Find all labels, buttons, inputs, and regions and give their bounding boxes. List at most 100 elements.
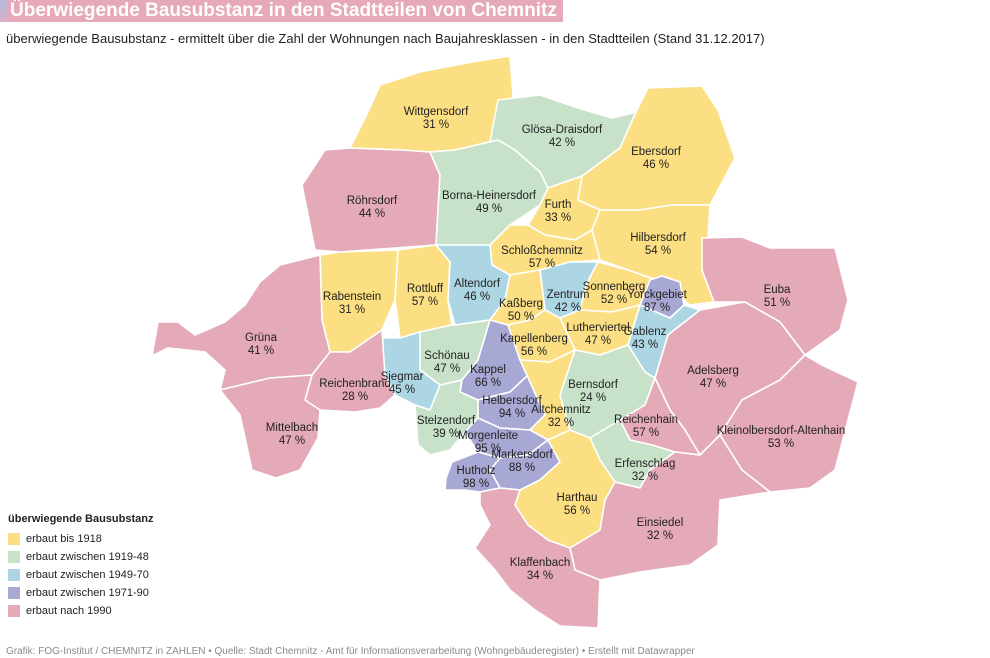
district-value-label: 46 %: [464, 291, 490, 303]
district-value-label: 45 %: [389, 384, 415, 396]
district-value-label: 54 %: [645, 245, 671, 257]
district-name-label: Yorckgebiet: [627, 289, 687, 301]
district-value-label: 57 %: [529, 258, 555, 270]
district-value-label: 47 %: [434, 363, 460, 375]
district-name-label: Hutholz: [457, 465, 496, 477]
district-name-label: Einsiedel: [637, 517, 684, 529]
legend-item: erbaut nach 1990: [8, 602, 153, 620]
district-name-label: Helbersdorf: [482, 395, 542, 407]
district-value-label: 44 %: [359, 208, 385, 220]
district-value-label: 66 %: [475, 377, 501, 389]
page-subtitle: überwiegende Bausubstanz - ermittelt übe…: [6, 31, 765, 46]
district-value-label: 49 %: [476, 203, 502, 215]
district-name-label: Siegmar: [381, 371, 424, 383]
district-name-label: Altendorf: [454, 278, 501, 290]
legend-swatch: [8, 587, 20, 599]
district-name-label: Gablenz: [624, 326, 667, 338]
legend-item: erbaut zwischen 1949-70: [8, 566, 153, 584]
district-gruena[interactable]: [150, 253, 331, 392]
district-value-label: 33 %: [545, 212, 571, 224]
district-name-label: Mittelbach: [266, 422, 318, 434]
district-value-label: 31 %: [339, 304, 365, 316]
title-accent: [0, 0, 8, 22]
district-value-label: 53 %: [768, 438, 794, 450]
district-name-label: Lutherviertel: [566, 322, 629, 334]
district-value-label: 57 %: [633, 427, 659, 439]
legend-label: erbaut nach 1990: [26, 605, 112, 617]
legend-swatch: [8, 533, 20, 545]
district-value-label: 24 %: [580, 392, 606, 404]
district-value-label: 46 %: [643, 159, 669, 171]
district-wittgensdorf[interactable]: [348, 55, 514, 153]
district-name-label: Furth: [545, 199, 572, 211]
district-name-label: Röhrsdorf: [347, 195, 398, 207]
district-shapes: [150, 55, 859, 629]
legend-item: erbaut zwischen 1971-90: [8, 584, 153, 602]
page-title: Überwiegende Bausubstanz in den Stadttei…: [8, 0, 563, 22]
district-value-label: 98 %: [463, 478, 489, 490]
district-value-label: 32 %: [548, 417, 574, 429]
district-value-label: 42 %: [549, 137, 575, 149]
district-name-label: Zentrum: [547, 289, 590, 301]
district-value-label: 56 %: [521, 346, 547, 358]
district-value-label: 94 %: [499, 408, 525, 420]
district-value-label: 51 %: [764, 297, 790, 309]
district-name-label: Klaffenbach: [510, 557, 571, 569]
legend-swatch: [8, 551, 20, 563]
district-name-label: Harthau: [557, 492, 598, 504]
district-name-label: Erfenschlag: [615, 458, 676, 470]
district-value-label: 57 %: [412, 296, 438, 308]
district-value-label: 56 %: [564, 505, 590, 517]
district-name-label: Kaßberg: [499, 298, 543, 310]
legend-label: erbaut zwischen 1949-70: [26, 569, 149, 581]
district-name-label: Adelsberg: [687, 365, 739, 377]
legend: überwiegende Bausubstanz erbaut bis 1918…: [8, 513, 153, 620]
district-name-label: Markersdorf: [491, 449, 553, 461]
district-value-label: 47 %: [700, 378, 726, 390]
district-name-label: Hilbersdorf: [630, 232, 686, 244]
district-name-label: Morgenleite: [458, 430, 518, 442]
district-name-label: Euba: [764, 284, 791, 296]
legend-item: erbaut zwischen 1919-48: [8, 548, 153, 566]
legend-swatch: [8, 569, 20, 581]
district-value-label: 32 %: [647, 530, 673, 542]
district-value-label: 42 %: [555, 302, 581, 314]
district-value-label: 95 %: [475, 443, 501, 455]
district-einsiedel[interactable]: [569, 433, 772, 581]
district-value-label: 52 %: [601, 294, 627, 306]
district-name-label: Sonnenberg: [583, 281, 646, 293]
district-name-label: Altchemnitz: [531, 404, 591, 416]
district-name-label: Kappel: [470, 364, 506, 376]
district-name-label: Schloßchemnitz: [501, 245, 583, 257]
district-name-label: Rottluff: [407, 283, 444, 295]
legend-label: erbaut zwischen 1919-48: [26, 551, 149, 563]
district-name-label: Bernsdorf: [568, 379, 619, 391]
district-name-label: Borna-Heinersdorf: [442, 190, 537, 202]
district-value-label: 43 %: [632, 339, 658, 351]
district-name-label: Ebersdorf: [631, 146, 682, 158]
legend-items: erbaut bis 1918 erbaut zwischen 1919-48 er…: [8, 530, 153, 620]
district-name-label: Kleinolbersdorf-Altenhain: [717, 425, 846, 437]
district-value-label: 47 %: [585, 335, 611, 347]
district-value-label: 34 %: [527, 570, 553, 582]
district-name-label: Glösa-Draisdorf: [522, 124, 603, 136]
legend-item: erbaut bis 1918: [8, 530, 153, 548]
district-stelzendorf[interactable]: [414, 378, 479, 456]
title-bar: Überwiegende Bausubstanz in den Stadttei…: [0, 0, 563, 22]
district-value-label: 31 %: [423, 119, 449, 131]
district-name-label: Kapellenberg: [500, 333, 568, 345]
source-footer: Grafik: FOG-Institut / CHEMNITZ in ZAHLE…: [6, 646, 695, 657]
district-name-label: Reichenbrand: [319, 378, 391, 390]
district-mittelbach[interactable]: [218, 374, 321, 479]
district-name-label: Grüna: [245, 332, 278, 344]
district-euba[interactable]: [701, 236, 849, 357]
district-value-label: 88 %: [509, 462, 535, 474]
district-name-label: Wittgensdorf: [404, 106, 469, 118]
district-klaffenbach[interactable]: [473, 487, 601, 629]
legend-label: erbaut bis 1918: [26, 533, 102, 545]
district-value-label: 50 %: [508, 311, 534, 323]
district-name-label: Rabenstein: [323, 291, 381, 303]
legend-swatch: [8, 605, 20, 617]
district-value-label: 41 %: [248, 345, 274, 357]
